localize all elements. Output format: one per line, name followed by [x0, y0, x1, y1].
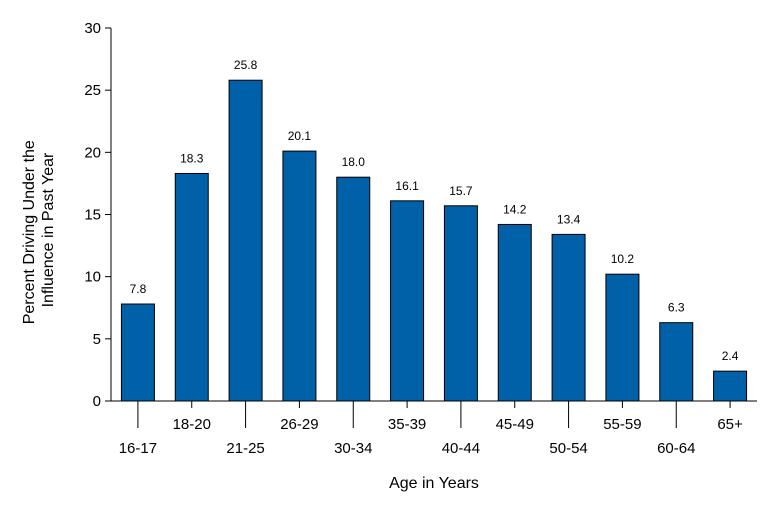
bar: [120, 303, 155, 402]
data-label: 18.3: [180, 151, 204, 165]
x-tick-label: 40-44: [442, 440, 480, 457]
data-label: 18.0: [342, 155, 366, 169]
x-tick-label: 18-20: [173, 416, 211, 433]
x-tick-label: 26-29: [280, 416, 318, 433]
data-label: 13.4: [557, 212, 581, 226]
y-tick-label: 0: [93, 393, 101, 410]
x-tick-label: 21-25: [226, 440, 264, 457]
y-tick-label: 20: [84, 144, 101, 161]
y-tick-label: 30: [84, 20, 101, 37]
bar: [390, 200, 425, 402]
x-tick-label: 35-39: [388, 416, 426, 433]
x-tick-label: 16-17: [119, 440, 157, 457]
x-tick-label: 45-49: [496, 416, 534, 433]
y-tick-label: 5: [93, 331, 101, 348]
y-tick-label: 15: [84, 207, 101, 224]
bar: [659, 322, 694, 402]
data-label: 14.2: [503, 202, 527, 216]
bar: [497, 223, 532, 402]
x-tick-label: 65+: [717, 416, 743, 433]
bar: [174, 172, 209, 402]
y-axis-title-line-2: Influence in Past Year: [40, 152, 57, 307]
data-label: 20.1: [288, 129, 312, 143]
data-label: 16.1: [395, 179, 419, 193]
bar: [336, 176, 371, 402]
bar: [228, 79, 263, 402]
data-labels: 7.8 18.3 25.8 20.1 18.0 16.1 15.7 14.2 13.4 10.2 6…: [130, 58, 739, 363]
bars: [120, 79, 748, 402]
data-label: 7.8: [130, 282, 147, 296]
data-label: 6.3: [668, 301, 685, 315]
data-label: 15.7: [449, 184, 473, 198]
data-label: 25.8: [234, 58, 258, 72]
y-axis-title: Percent Driving Under the Influence in P…: [21, 136, 57, 325]
bar: [605, 273, 640, 402]
bar: [551, 233, 586, 402]
x-tick-label: 55-59: [603, 416, 641, 433]
y-axis: 0 5 10 15 20 25 30: [84, 20, 112, 410]
x-axis-title: Age in Years: [389, 475, 479, 492]
x-tick-label: 30-34: [334, 440, 372, 457]
y-tick-label: 25: [84, 82, 101, 99]
data-label: 2.4: [722, 349, 739, 363]
bar: [443, 205, 478, 402]
x-tick-label: 60-64: [657, 440, 695, 457]
x-tick-label: 50-54: [549, 440, 587, 457]
y-tick-label: 10: [84, 269, 101, 286]
y-axis-title-line-1: Percent Driving Under the: [21, 140, 38, 324]
data-label: 10.2: [611, 252, 635, 266]
bar: [713, 370, 748, 402]
x-axis: 16-17 18-20 21-25 26-29 30-34 35-39 40-44 45-49…: [111, 400, 757, 457]
bar: [282, 150, 317, 402]
